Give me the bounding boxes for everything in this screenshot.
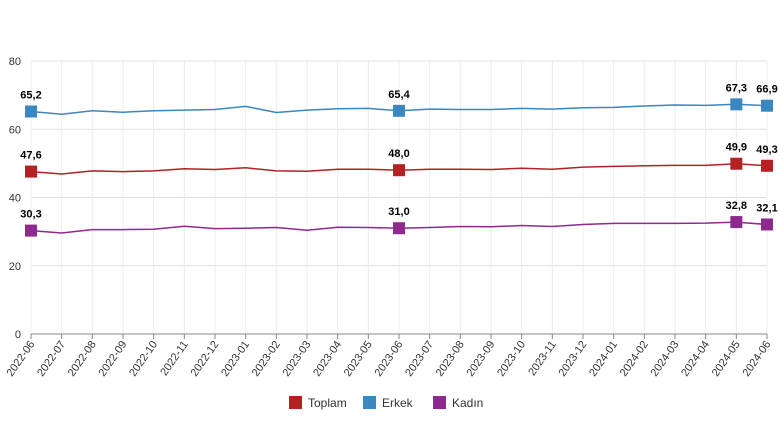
x-tick-label: 2022-08 [66,339,99,379]
data-label: 49,9 [726,142,747,154]
data-point-marker [393,164,405,177]
data-point-marker [730,157,743,170]
y-tick-label: 40 [9,193,21,205]
legend-swatch-kad-n [433,396,446,409]
data-label: 48,0 [388,148,409,160]
y-tick-label: 60 [9,124,21,136]
x-tick-label: 2023-02 [250,339,283,379]
data-point-marker [730,216,743,229]
legend-label-toplam: Toplam [308,396,347,410]
data-point-marker [25,224,37,237]
y-tick-label: 0 [15,329,21,341]
x-tick-label: 2023-11 [526,339,559,378]
y-axis: 0 20 40 60 80 [9,56,21,341]
x-tick-label: 2022-12 [188,339,221,379]
x-tick-label: 2024-06 [740,339,773,379]
x-tick-label: 2024-02 [618,339,651,379]
data-point-marker [393,104,405,117]
legend-label-erkek: Erkek [382,396,414,410]
x-tick-label: 2024-01 [587,339,620,379]
data-label: 32,8 [726,200,747,212]
x-tick-label: 2023-04 [311,339,344,379]
x-tick-label: 2022-06 [4,339,37,379]
data-label: 67,3 [726,82,747,94]
x-tick-label: 2024-05 [710,339,743,379]
x-axis: 2022-062022-072022-082022-092022-102022-… [4,333,773,379]
data-label: 65,4 [388,89,410,101]
x-tick-label: 2023-09 [464,339,497,379]
legend-swatch-toplam [289,396,302,409]
x-tick-label: 2022-07 [35,339,68,379]
x-tick-label: 2024-04 [679,339,712,379]
data-label: 32,1 [756,202,777,214]
legend-swatch-erkek [363,396,376,409]
y-tick-label: 80 [9,56,21,68]
x-tick-label: 2024-03 [648,339,681,379]
x-tick-label: 2023-12 [556,339,589,379]
data-point-marker [393,222,405,235]
x-tick-label: 2023-03 [280,339,313,379]
x-tick-label: 2023-10 [495,339,528,379]
data-point-marker [761,159,773,172]
x-tick-label: 2022-09 [96,339,129,379]
gridlines [30,60,768,335]
data-label: 31,0 [388,206,409,218]
x-tick-label: 2023-08 [434,339,467,379]
data-point-marker [25,165,37,178]
series-group: 47,6 48,0 49,9 49,3 65,2 65,4 67,3 66,9 30,3 31,0… [20,82,778,237]
legend: Toplam Erkek Kadın [289,396,483,410]
x-tick-label: 2023-05 [342,339,375,379]
data-label: 30,3 [20,209,41,221]
x-tick-label: 2023-06 [372,339,405,379]
data-label: 47,6 [20,150,41,162]
x-tick-label: 2022-10 [127,339,160,379]
data-label: 49,3 [756,144,777,156]
legend-label-kad-n: Kadın [452,396,483,410]
data-point-marker [730,98,743,111]
x-tick-label: 2022-11 [158,339,191,378]
x-tick-label: 2023-07 [403,339,436,379]
y-tick-label: 20 [9,261,21,273]
x-tick-label: 2023-01 [219,339,252,379]
data-point-marker [25,105,37,118]
data-label: 65,2 [20,90,41,102]
data-point-marker [761,218,773,231]
data-label: 66,9 [756,84,777,96]
data-point-marker [761,99,773,112]
